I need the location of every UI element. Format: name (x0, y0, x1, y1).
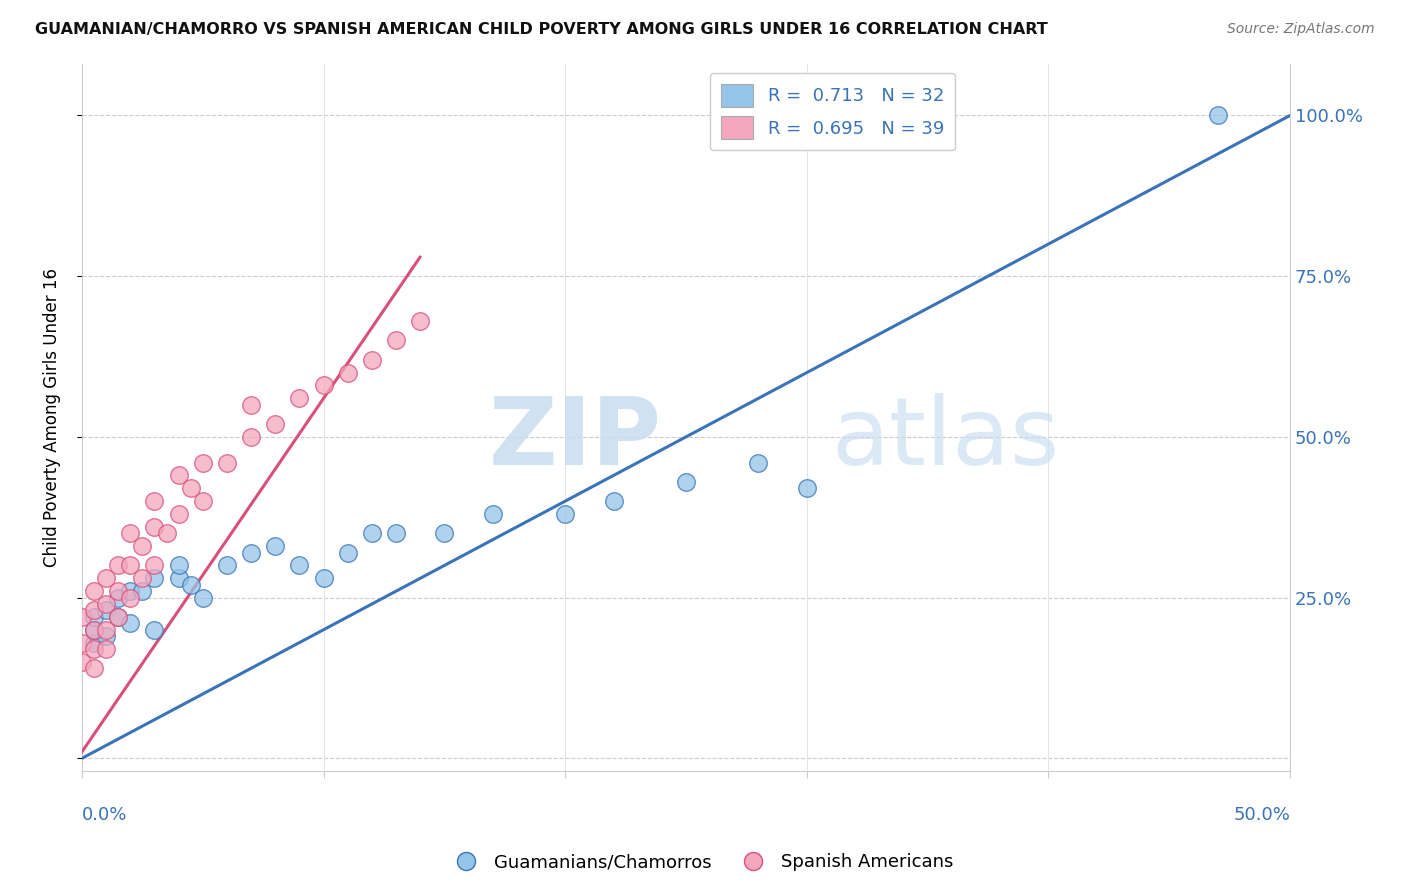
Point (554, 507, 576, 521)
Point (361, 526, 384, 541)
Text: Source: ZipAtlas.com: Source: ZipAtlas.com (1227, 22, 1375, 37)
Text: ZIP: ZIP (489, 392, 662, 485)
Point (83, 661, 105, 675)
Point (433, 526, 456, 541)
Point (70, 610, 93, 624)
Point (385, 526, 408, 541)
Point (1206, 108, 1229, 122)
Point (120, 591, 142, 605)
Point (167, 507, 190, 521)
Point (167, 571, 190, 585)
Point (120, 526, 142, 541)
Point (70, 635, 93, 649)
Point (143, 520, 166, 534)
Point (143, 494, 166, 508)
Y-axis label: Child Poverty Among Girls Under 16: Child Poverty Among Girls Under 16 (44, 268, 60, 567)
Point (120, 584, 142, 599)
Point (312, 378, 335, 392)
Point (167, 558, 190, 573)
Point (83, 584, 105, 599)
Point (94, 603, 117, 617)
Point (215, 456, 238, 470)
Text: atlas: atlas (831, 392, 1059, 485)
Point (107, 558, 129, 573)
Point (107, 610, 129, 624)
Point (83, 642, 105, 657)
Point (143, 623, 166, 637)
Point (94, 597, 117, 611)
Point (131, 584, 153, 599)
Point (155, 526, 177, 541)
Point (747, 456, 769, 470)
Point (264, 417, 287, 431)
Point (796, 481, 818, 495)
Point (481, 507, 503, 521)
Point (240, 398, 263, 412)
Point (94, 571, 117, 585)
Point (83, 623, 105, 637)
Point (385, 334, 408, 348)
Point (83, 635, 105, 649)
Point (602, 494, 624, 508)
Text: 50.0%: 50.0% (1233, 806, 1291, 824)
Point (167, 468, 190, 483)
Point (143, 558, 166, 573)
Point (215, 558, 238, 573)
Legend: Guamanians/Chamorros, Spanish Americans: Guamanians/Chamorros, Spanish Americans (446, 847, 960, 879)
Point (288, 392, 311, 406)
Point (361, 352, 384, 367)
Point (83, 603, 105, 617)
Point (180, 578, 202, 592)
Point (240, 545, 263, 559)
Point (107, 610, 129, 624)
Legend: R =  0.713   N = 32, R =  0.695   N = 39: R = 0.713 N = 32, R = 0.695 N = 39 (710, 73, 955, 150)
Point (336, 545, 359, 559)
Point (94, 642, 117, 657)
Point (83, 610, 105, 624)
Point (83, 623, 105, 637)
Point (180, 481, 202, 495)
Point (94, 623, 117, 637)
Point (336, 366, 359, 380)
Point (107, 584, 129, 599)
Point (131, 571, 153, 585)
Point (120, 616, 142, 631)
Point (409, 314, 432, 328)
Point (312, 571, 335, 585)
Point (143, 571, 166, 585)
Text: 0.0%: 0.0% (82, 806, 128, 824)
Point (70, 655, 93, 669)
Point (107, 591, 129, 605)
Point (191, 494, 214, 508)
Point (240, 430, 263, 444)
Point (191, 456, 214, 470)
Point (264, 539, 287, 553)
Point (131, 539, 153, 553)
Text: GUAMANIAN/CHAMORRO VS SPANISH AMERICAN CHILD POVERTY AMONG GIRLS UNDER 16 CORREL: GUAMANIAN/CHAMORRO VS SPANISH AMERICAN C… (35, 22, 1047, 37)
Point (288, 558, 311, 573)
Point (94, 629, 117, 643)
Point (675, 475, 697, 489)
Point (120, 558, 142, 573)
Point (191, 591, 214, 605)
